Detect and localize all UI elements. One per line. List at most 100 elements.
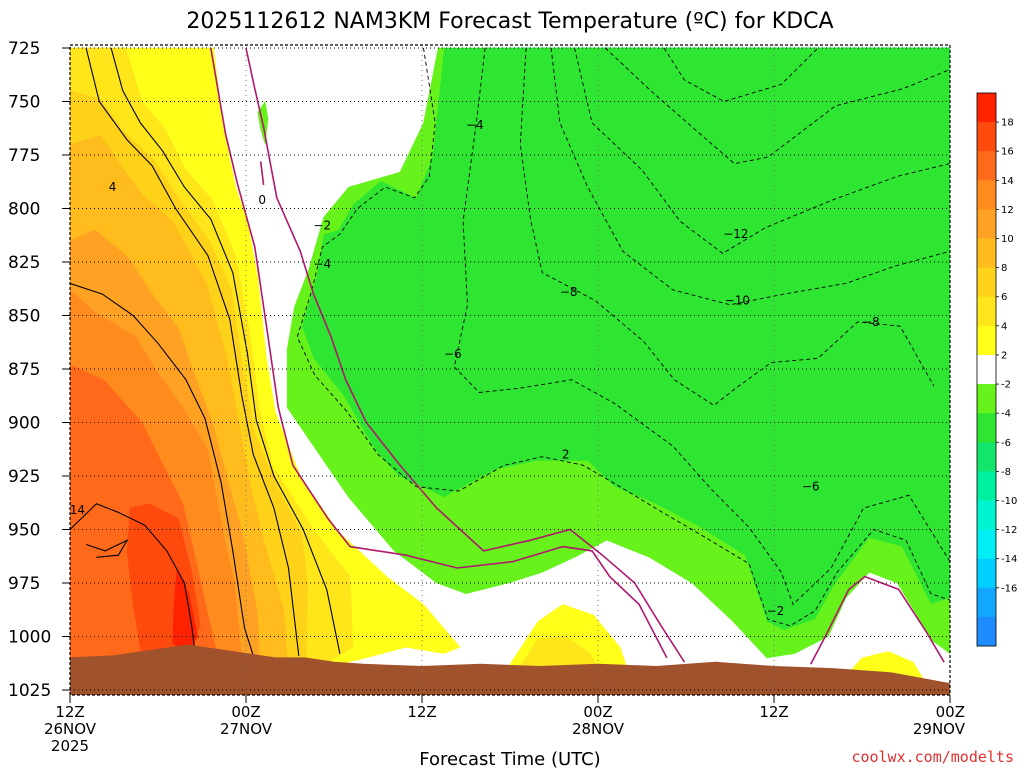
x-tick-label-24-1: 12Z bbox=[407, 703, 436, 721]
colorbar-legend: 18 16 14 12 10 8 6 4 2 -2 -4 -6 -8 -10 -12 -14 -16 bbox=[976, 92, 1017, 647]
x-axis-label: Forecast Time (UTC) bbox=[419, 749, 600, 768]
terrain-layer bbox=[70, 644, 950, 695]
plot-frame bbox=[69, 44, 951, 696]
contour-label-7: −8 bbox=[560, 285, 578, 299]
y-tick-label-925: 925 bbox=[8, 467, 40, 487]
colorbar-swatch-12 bbox=[977, 442, 996, 472]
colorbar-swatch-8 bbox=[977, 325, 996, 356]
colorbar-label-16: -16 bbox=[1001, 583, 1017, 594]
colorbar-swatch-7 bbox=[977, 296, 996, 327]
colorbar-swatch-6 bbox=[977, 267, 996, 298]
y-tick-label-725: 725 bbox=[8, 39, 40, 59]
credit-text: coolwx.com/modelts bbox=[851, 748, 1014, 766]
colorbar-swatch-13 bbox=[977, 471, 996, 501]
colorbar-label-2: 14 bbox=[1001, 176, 1014, 187]
isotherm-dashed-1 bbox=[453, 47, 950, 606]
contour-label-5: −4 bbox=[466, 118, 484, 132]
y-tick-label-750: 750 bbox=[8, 93, 40, 113]
plot-area: 4 14 0 −2 −4 −4 −6 −8 −12 −10 −8 −6 2 −2 bbox=[70, 45, 950, 695]
x-tick-label-0-3: 2025 bbox=[51, 737, 89, 755]
colorbar-label-0: 18 bbox=[1001, 118, 1014, 129]
colorbar-swatch-11 bbox=[977, 413, 996, 443]
colorbar-label-6: 6 bbox=[1001, 292, 1007, 303]
colorbar-swatch-10 bbox=[977, 384, 996, 414]
y-tick-label-1000: 1000 bbox=[8, 628, 51, 648]
temp-region-8 bbox=[286, 47, 950, 659]
contour-labels: 4 14 0 −2 −4 −4 −6 −8 −12 −10 −8 −6 2 −2 bbox=[70, 118, 880, 618]
x-tick-label-60-2: 29NOV bbox=[913, 720, 966, 738]
x-tick-label-12-2: 27NOV bbox=[220, 720, 273, 738]
y-tick-label-900: 900 bbox=[8, 414, 40, 434]
contour-label-13: −2 bbox=[767, 604, 785, 618]
y-tick-label-950: 950 bbox=[8, 521, 40, 541]
y-tick-label-825: 825 bbox=[8, 253, 40, 273]
colorbar-label-1: 16 bbox=[1001, 147, 1014, 158]
colorbar-swatch-16 bbox=[977, 558, 996, 589]
colorbar-frame bbox=[976, 92, 997, 647]
colorbar-label-12: -8 bbox=[1001, 467, 1011, 478]
contour-label-11: −6 bbox=[802, 480, 820, 494]
y-tick-label-850: 850 bbox=[8, 307, 40, 327]
contour-label-12: 2 bbox=[562, 448, 570, 462]
contour-label-0: 4 bbox=[109, 180, 117, 194]
colorbar-label-15: -14 bbox=[1001, 554, 1017, 565]
x-tick-label-48-1: 12Z bbox=[759, 703, 788, 721]
contour-label-10: −8 bbox=[862, 315, 880, 329]
isotherm-zero-1 bbox=[245, 47, 686, 663]
colorbar-swatch-9 bbox=[977, 354, 996, 385]
contour-label-8: −12 bbox=[723, 227, 748, 241]
isotherm-dashed-4 bbox=[574, 47, 950, 254]
colorbar-swatch-4 bbox=[977, 209, 996, 239]
y-tick-label-975: 975 bbox=[8, 574, 40, 594]
colorbar-label-13: -10 bbox=[1001, 496, 1017, 507]
colorbar-label-3: 12 bbox=[1001, 205, 1014, 216]
contour-label-4: −4 bbox=[313, 257, 331, 271]
colorbar-label-7: 4 bbox=[1001, 321, 1007, 332]
isotherm-solid-3 bbox=[70, 503, 196, 650]
colorbar-label-10: -4 bbox=[1001, 409, 1011, 420]
y-tick-label-775: 775 bbox=[8, 146, 40, 166]
isotherm-zero-0 bbox=[210, 47, 668, 659]
isotherm-lines bbox=[70, 47, 950, 665]
isotherm-solid-0 bbox=[110, 47, 341, 654]
colorbar-swatch-5 bbox=[977, 238, 996, 268]
isotherm-solid-2 bbox=[70, 282, 254, 656]
grid-lines bbox=[70, 45, 950, 695]
x-tick-label-36-2: 28NOV bbox=[572, 720, 625, 738]
x-tick-label-60-1: 00Z bbox=[936, 703, 965, 721]
y-tick-label-800: 800 bbox=[8, 200, 40, 220]
colorbar-swatch-2 bbox=[977, 151, 996, 181]
colorbar-swatch-0 bbox=[977, 93, 996, 123]
colorbar-label-8: 2 bbox=[1001, 350, 1007, 361]
colorbar-swatch-14 bbox=[977, 500, 996, 530]
isotherm-dashed-0 bbox=[296, 47, 950, 627]
isotherm-solid-4 bbox=[85, 538, 129, 558]
isotherm-dashed-3 bbox=[550, 47, 950, 306]
colorbar-swatch-1 bbox=[977, 122, 996, 152]
colorbar-swatch-18 bbox=[977, 616, 996, 647]
isotherm-dashed-5 bbox=[604, 47, 950, 165]
y-tick-label-875: 875 bbox=[8, 360, 40, 380]
y-tick-label-1025: 1025 bbox=[8, 681, 51, 701]
x-tick-label-12-1: 00Z bbox=[231, 703, 260, 721]
colorbar-label-5: 8 bbox=[1001, 263, 1007, 274]
isotherm-dashed-2 bbox=[519, 47, 935, 406]
colorbar-swatch-15 bbox=[977, 529, 996, 559]
x-tick-label-0-1: 12Z bbox=[55, 703, 84, 721]
x-tick-label-36-1: 00Z bbox=[583, 703, 612, 721]
terrain-surface bbox=[70, 644, 950, 695]
contour-label-2: 0 bbox=[258, 193, 266, 207]
colorbar-label-4: 10 bbox=[1001, 234, 1014, 245]
isotherm-zero-2 bbox=[809, 575, 945, 665]
colorbar-swatch-3 bbox=[977, 180, 996, 210]
colorbar-label-14: -12 bbox=[1001, 525, 1017, 536]
colorbar-swatch-17 bbox=[977, 587, 996, 618]
contour-label-1: 14 bbox=[70, 503, 85, 517]
x-tick-label-0-2: 26NOV bbox=[44, 720, 97, 738]
colorbar-label-9: -2 bbox=[1001, 380, 1011, 391]
temperature-fill-regions bbox=[70, 47, 950, 680]
chart-title: 2025112612 NAM3KM Forecast Temperature (… bbox=[186, 9, 833, 34]
isotherm-zero-3 bbox=[259, 161, 265, 186]
